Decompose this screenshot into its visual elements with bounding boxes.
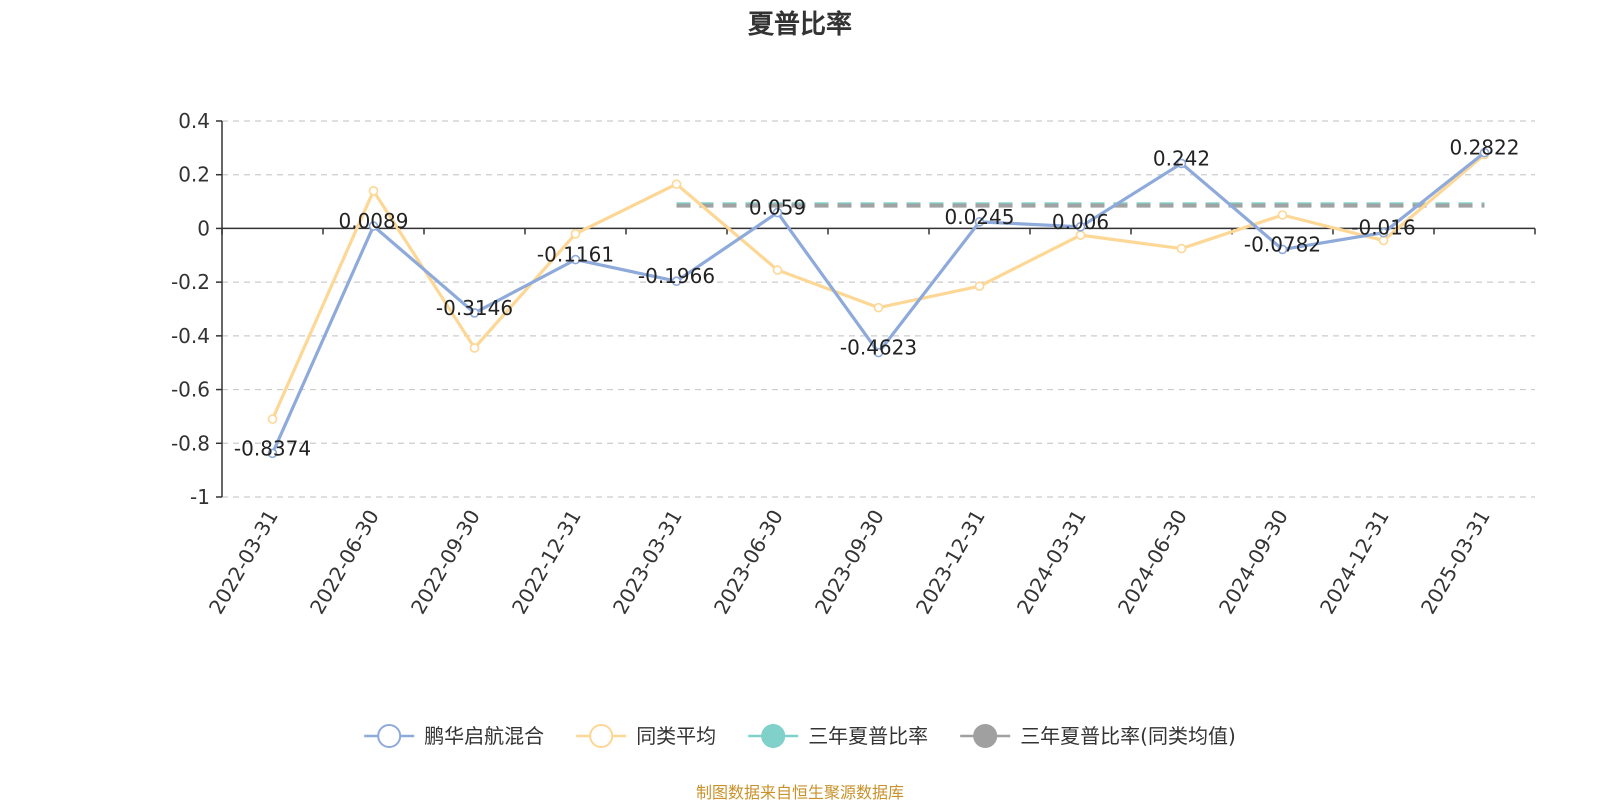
data-label: 0.242 (1153, 146, 1210, 170)
data-point (974, 281, 985, 291)
legend-marker (973, 724, 998, 748)
source-note: 制图数据来自恒生聚源数据库 (696, 783, 904, 800)
y-tick-label: -1 (190, 485, 210, 509)
x-tick-label: 2025-03-31 (1416, 506, 1495, 619)
chart-title: 夏普比率 (748, 9, 852, 40)
x-tick-label: 2023-12-31 (911, 506, 990, 619)
data-label: 0.2822 (1450, 136, 1520, 160)
data-label: -0.4623 (840, 336, 917, 360)
grid-lines (222, 120, 1535, 498)
data-labels: -0.8374 0.0089 -0.3146 -0.1161 -0.1966 0.059 -… (234, 136, 1520, 461)
data-point (1176, 243, 1187, 254)
series-line (271, 153, 1486, 420)
y-tick-label: -0.6 (171, 378, 210, 402)
x-tick-label: 2024-06-30 (1113, 506, 1192, 619)
legend-item-label: 三年夏普比率 (808, 724, 928, 748)
x-tick-label: 2022-06-30 (305, 506, 384, 619)
legend-marker (589, 724, 614, 748)
data-label: -0.1966 (638, 264, 715, 288)
data-label: 0.006 (1052, 210, 1109, 234)
data-point (368, 186, 379, 196)
data-point (1277, 244, 1288, 255)
data-label: -0.8374 (234, 436, 311, 460)
data-label: -0.0782 (1244, 232, 1321, 256)
data-point (1378, 227, 1389, 238)
legend-item-label: 同类平均 (636, 724, 716, 748)
data-point (1479, 147, 1490, 158)
data-point (873, 347, 884, 358)
y-tick-label: 0.2 (178, 163, 210, 187)
legend: 鹏华启航混合 同类平均 三年夏普比率 三年夏普比率(同类均值) (364, 724, 1236, 748)
legend-marker (377, 724, 402, 748)
x-tick-label: 2022-03-31 (204, 506, 283, 619)
data-point (772, 265, 783, 275)
data-point (671, 276, 682, 287)
data-point (1176, 158, 1187, 169)
legend-item-label: 三年夏普比率(同类均值) (1020, 724, 1236, 748)
legend-marker (761, 724, 786, 748)
data-point (1277, 210, 1288, 220)
data-point (469, 343, 480, 353)
data-label: 0.0089 (339, 209, 409, 233)
x-tick-label: 2024-03-31 (1012, 506, 1091, 619)
data-point (974, 217, 985, 227)
data-label: -0.1161 (537, 243, 614, 267)
y-tick-label: -0.8 (171, 431, 210, 455)
data-point (267, 414, 278, 424)
data-point (368, 221, 379, 231)
data-point (570, 254, 581, 265)
x-tick-label: 2023-03-31 (608, 506, 687, 619)
x-tick-label: 2022-09-30 (406, 506, 485, 619)
y-tick-label: -0.4 (171, 324, 210, 348)
y-tick-label: 0 (197, 216, 210, 240)
x-tick-label: 2023-06-30 (709, 506, 788, 619)
data-point (469, 308, 480, 318)
data-point (267, 448, 278, 459)
data-label: -0.016 (1351, 216, 1415, 240)
x-tick-label: 2024-12-31 (1315, 506, 1394, 619)
data-label: -0.3146 (436, 296, 513, 320)
y-tick-label: 0.4 (178, 109, 210, 133)
x-tick-label: 2022-12-31 (507, 506, 586, 619)
data-label: 0.0245 (945, 205, 1015, 229)
y-tick-label: -0.2 (171, 270, 210, 294)
x-tick-label: 2024-09-30 (1214, 506, 1293, 619)
legend-item-label: 鹏华启航混合 (424, 724, 544, 748)
data-point (873, 302, 884, 313)
series-lines (267, 147, 1490, 459)
x-tick-label: 2023-09-30 (810, 506, 889, 619)
data-point (772, 207, 783, 218)
data-label: 0.059 (749, 196, 806, 220)
data-point (671, 179, 682, 189)
data-point (570, 229, 581, 239)
data-point (1075, 222, 1086, 232)
